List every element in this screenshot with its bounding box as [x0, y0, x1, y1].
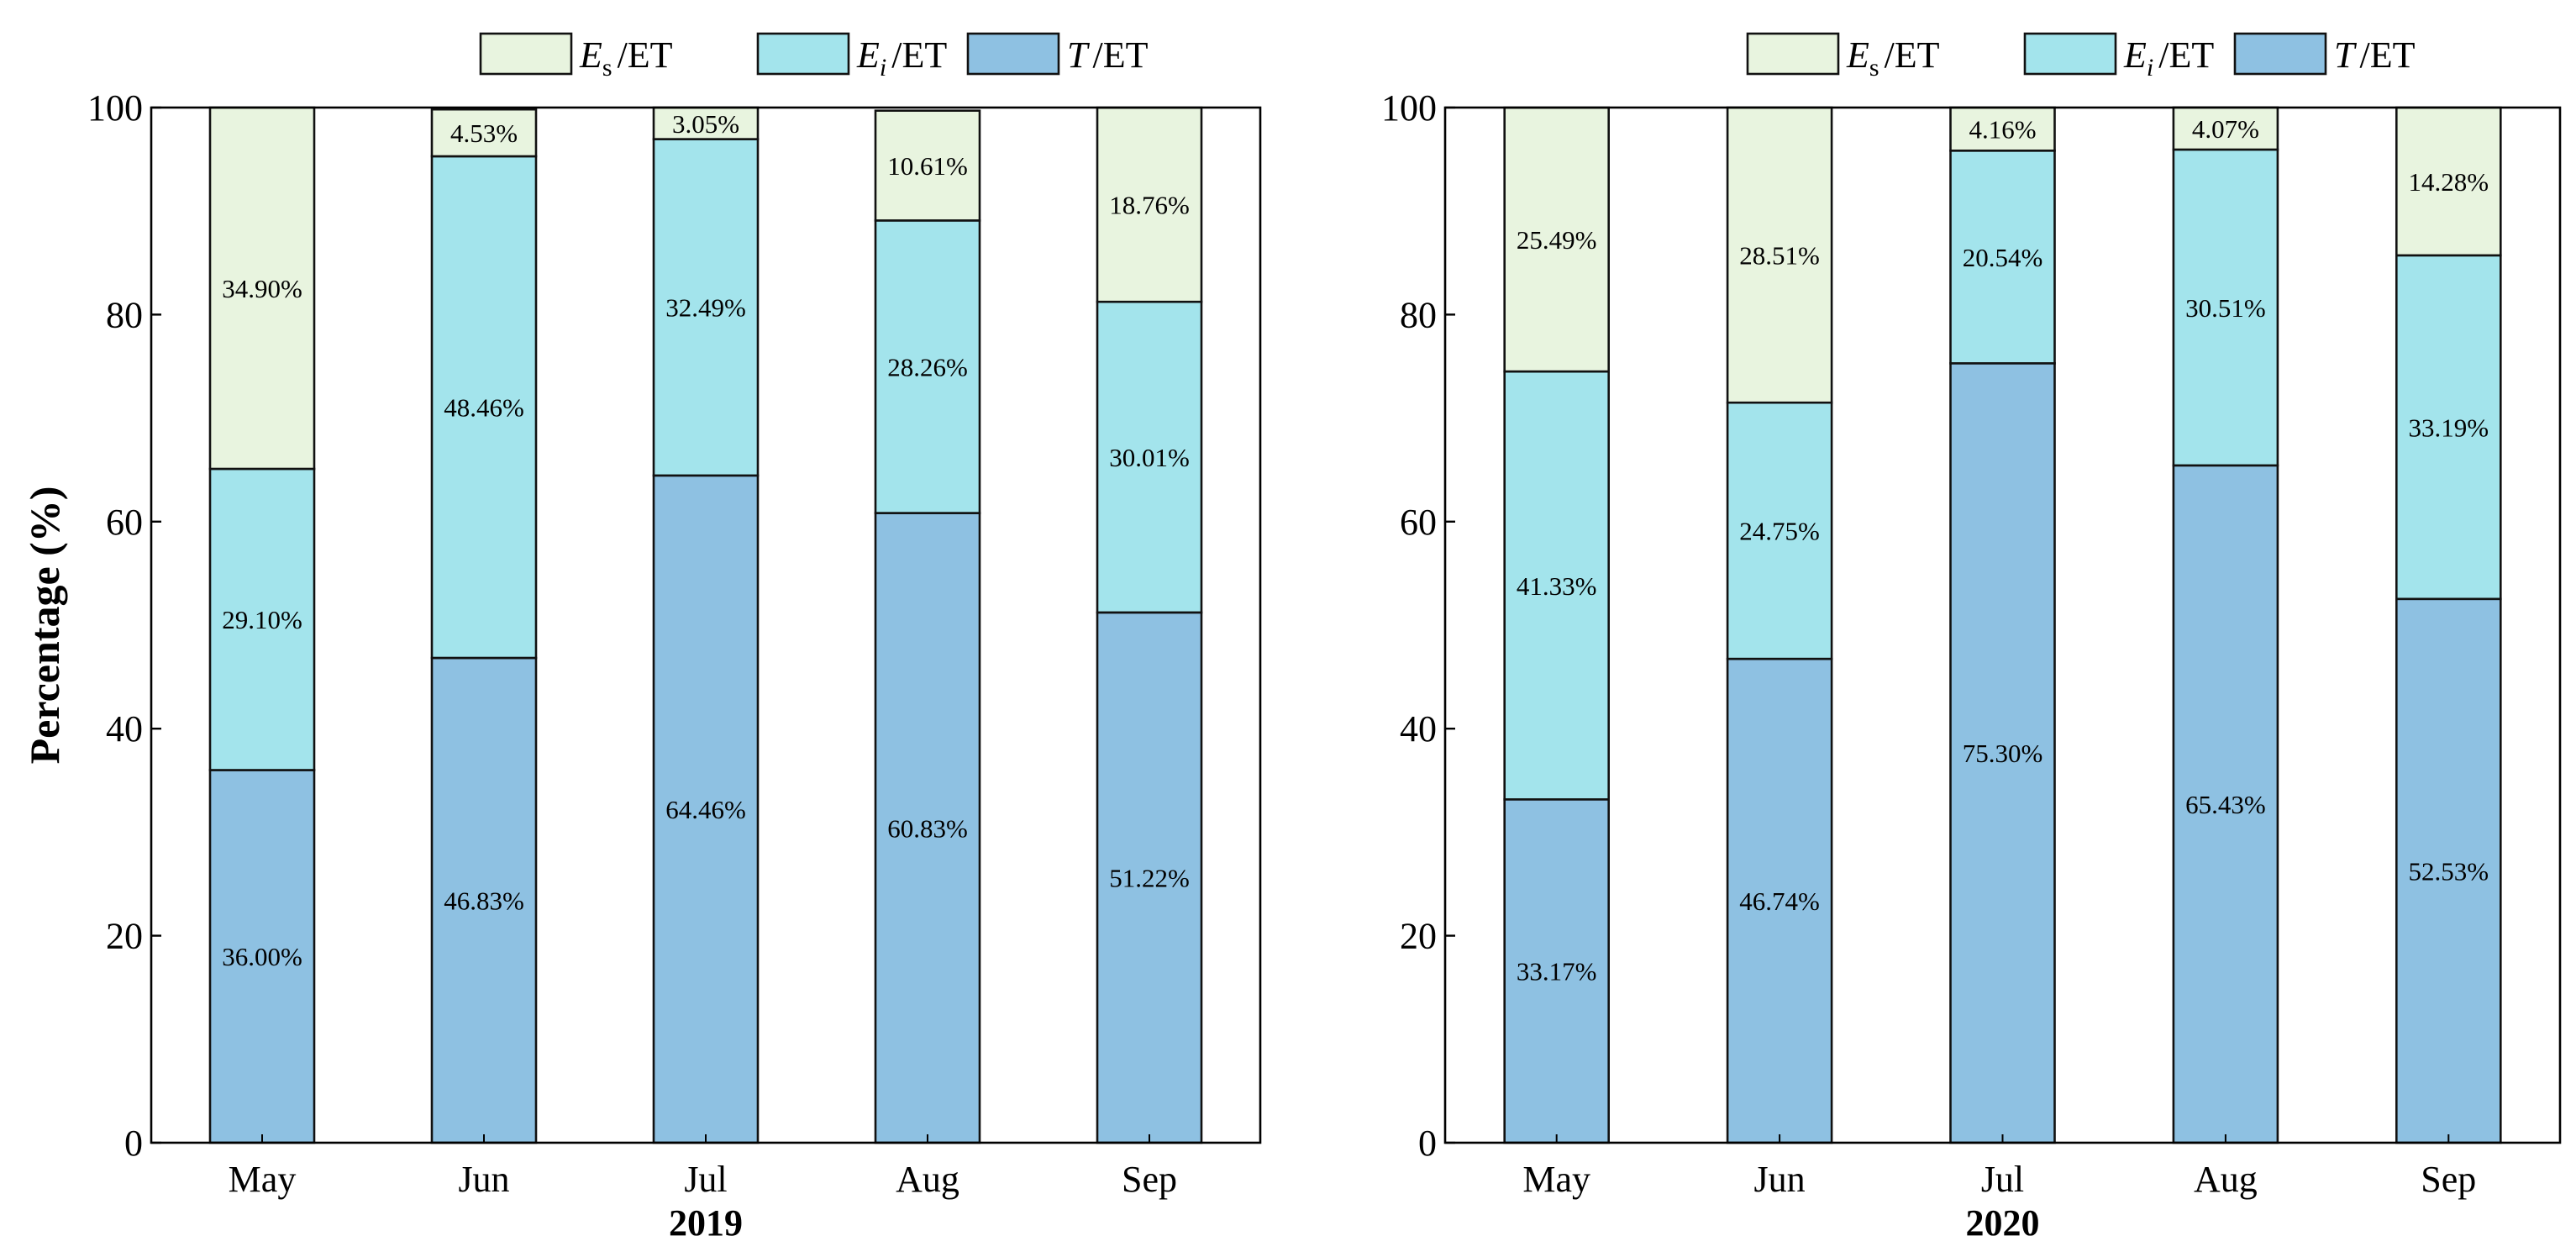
bar-es-et-jun [430, 108, 538, 158]
y-tick-label-60: 60 [106, 502, 143, 543]
y-axis-label: Percentage (%) [21, 486, 68, 765]
legend-label-t: T/ET [2334, 34, 2416, 76]
bar-t-et-sep [2395, 597, 2502, 1144]
data-label-ei-et-aug: 30.51% [2185, 293, 2266, 323]
data-label-es-et-jun: 28.51% [1739, 241, 1820, 271]
chart-panel-2020: 33.17% 41.33% 25.49% May 46.74% 24.75% 28.51% J… [1381, 32, 2562, 1244]
x-tick-label-aug: Aug [896, 1159, 959, 1200]
y-tick-label-80: 80 [1400, 294, 1437, 335]
bar-es-et-jun [1726, 106, 1833, 404]
data-label-es-et-may: 34.90% [222, 274, 302, 303]
x-tick-label-may: May [229, 1159, 297, 1200]
x-tick-label-jul: Jul [1981, 1159, 2024, 1200]
legend: Es/ET Ei/ET T/ET [479, 32, 1149, 82]
bar-es-et-sep [2395, 106, 2502, 257]
bar-ei-et-sep [2395, 254, 2502, 601]
bar-ei-et-aug [2172, 148, 2279, 467]
data-label-t-et-sep: 52.53% [2409, 856, 2489, 886]
data-label-es-et-sep: 18.76% [1109, 191, 1190, 220]
data-label-t-et-may: 36.00% [222, 942, 302, 971]
y-tick-label-20: 20 [1400, 916, 1437, 957]
bar-ei-et-may [208, 467, 316, 771]
x-tick-label-jul: Jul [684, 1159, 727, 1200]
data-label-es-et-jul: 4.16% [1969, 115, 2036, 145]
data-label-es-et-may: 25.49% [1517, 225, 1597, 255]
data-label-t-et-sep: 51.22% [1109, 864, 1190, 893]
x-tick-label-jun: Jun [458, 1159, 509, 1200]
data-label-t-et-jun: 46.83% [444, 886, 524, 916]
data-label-ei-et-jul: 32.49% [665, 293, 746, 323]
data-label-t-et-jul: 64.46% [665, 795, 746, 824]
data-label-t-et-aug: 65.43% [2185, 790, 2266, 819]
bar-ei-et-jul [652, 138, 760, 477]
data-label-ei-et-aug: 28.26% [887, 353, 968, 382]
data-label-es-et-aug: 10.61% [887, 151, 968, 181]
y-tick-label-20: 20 [106, 916, 143, 957]
plot-frame [150, 106, 1262, 1144]
data-label-t-et-aug: 60.83% [887, 813, 968, 843]
bar-t-et-jul [652, 474, 760, 1144]
bar-ei-et-jun [1726, 401, 1833, 660]
y-tick-label-0: 0 [1418, 1123, 1437, 1164]
data-label-t-et-jul: 75.30% [1963, 739, 2043, 768]
plot-frame [1443, 106, 2562, 1144]
legend-swatch-es [479, 32, 573, 76]
data-label-ei-et-jun: 24.75% [1739, 517, 1820, 546]
data-label-t-et-jun: 46.74% [1739, 886, 1820, 916]
y-tick-label-0: 0 [124, 1123, 143, 1164]
x-tick-label-may: May [1522, 1159, 1590, 1200]
data-label-es-et-aug: 4.07% [2192, 114, 2259, 144]
data-label-ei-et-sep: 30.01% [1109, 443, 1190, 472]
legend-label-ei: Ei/ET [856, 34, 947, 82]
data-label-t-et-may: 33.17% [1517, 957, 1597, 986]
bar-es-et-aug [2172, 106, 2279, 151]
data-label-ei-et-jul: 20.54% [1963, 243, 2043, 272]
legend-swatch-ei [2023, 32, 2117, 76]
bar-ei-et-jun [430, 155, 538, 660]
legend-label-ei: Ei/ET [2123, 34, 2214, 82]
data-label-es-et-jul: 3.05% [672, 109, 739, 139]
data-label-ei-et-may: 41.33% [1517, 571, 1597, 601]
data-label-ei-et-sep: 33.19% [2409, 413, 2489, 442]
x-tick-label-aug: Aug [2194, 1159, 2258, 1200]
bar-t-et-may [208, 769, 316, 1144]
bar-es-et-sep [1096, 106, 1203, 303]
bar-es-et-jul [1949, 106, 2056, 152]
data-label-ei-et-jun: 48.46% [444, 393, 524, 423]
bar-ei-et-may [1503, 370, 1610, 801]
data-label-es-et-jun: 4.53% [450, 118, 518, 148]
x-tick-label-sep: Sep [2421, 1159, 2476, 1200]
legend-swatch-es [1746, 32, 1840, 76]
bar-t-et-may [1503, 797, 1610, 1144]
bar-t-et-jun [430, 656, 538, 1144]
legend-label-t: T/ET [1067, 34, 1149, 76]
legend-label-es: Es/ET [579, 34, 673, 82]
legend-swatch-t [966, 32, 1060, 76]
bar-es-et-jul [652, 106, 760, 140]
data-label-es-et-sep: 14.28% [2409, 167, 2489, 197]
x-axis-label-2019: 2019 [669, 1202, 743, 1244]
x-tick-label-sep: Sep [1122, 1159, 1177, 1200]
x-axis-label-2020: 2020 [1966, 1202, 2040, 1244]
y-tick-label-60: 60 [1400, 502, 1437, 543]
legend-swatch-ei [756, 32, 850, 76]
data-label-ei-et-may: 29.10% [222, 605, 302, 634]
y-tick-label-40: 40 [1400, 708, 1437, 749]
y-tick-label-40: 40 [106, 708, 143, 749]
chart-panel-2019: 36.00% 29.10% 34.90% May 46.83% 48.46% 4.53% Ju… [21, 32, 1262, 1244]
legend-label-es: Es/ET [1846, 34, 1940, 82]
x-tick-label-jun: Jun [1754, 1159, 1806, 1200]
bar-t-et-jun [1726, 657, 1833, 1144]
bar-es-et-may [1503, 106, 1610, 373]
legend: Es/ET Ei/ET T/ET [1746, 32, 2416, 82]
y-tick-label-100: 100 [87, 87, 143, 129]
bar-ei-et-aug [874, 219, 981, 514]
y-tick-label-100: 100 [1381, 87, 1437, 129]
legend-swatch-t [2233, 32, 2327, 76]
y-tick-label-80: 80 [106, 294, 143, 335]
bar-es-et-aug [874, 109, 981, 222]
